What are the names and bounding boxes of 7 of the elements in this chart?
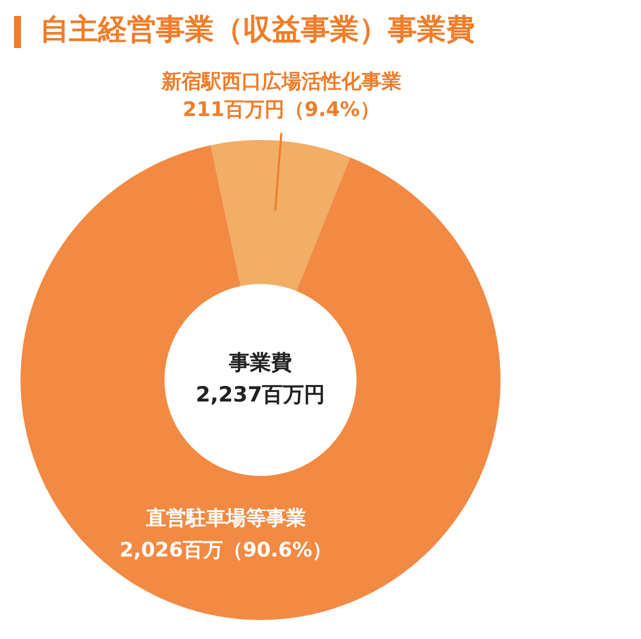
chart-title: 自主経営事業（収益事業）事業費 (40, 11, 475, 48)
data-label: 211百万円（9.4%） (182, 97, 380, 122)
slice-label: 新宿駅西口広場活性化事業 (160, 69, 402, 94)
text: 2,237百万円 (196, 382, 326, 406)
text: 事業費 (228, 350, 292, 374)
data-label: 2,026百万（90.6%） (120, 538, 332, 562)
slice-label: 直営駐車場等事業 (144, 506, 306, 530)
